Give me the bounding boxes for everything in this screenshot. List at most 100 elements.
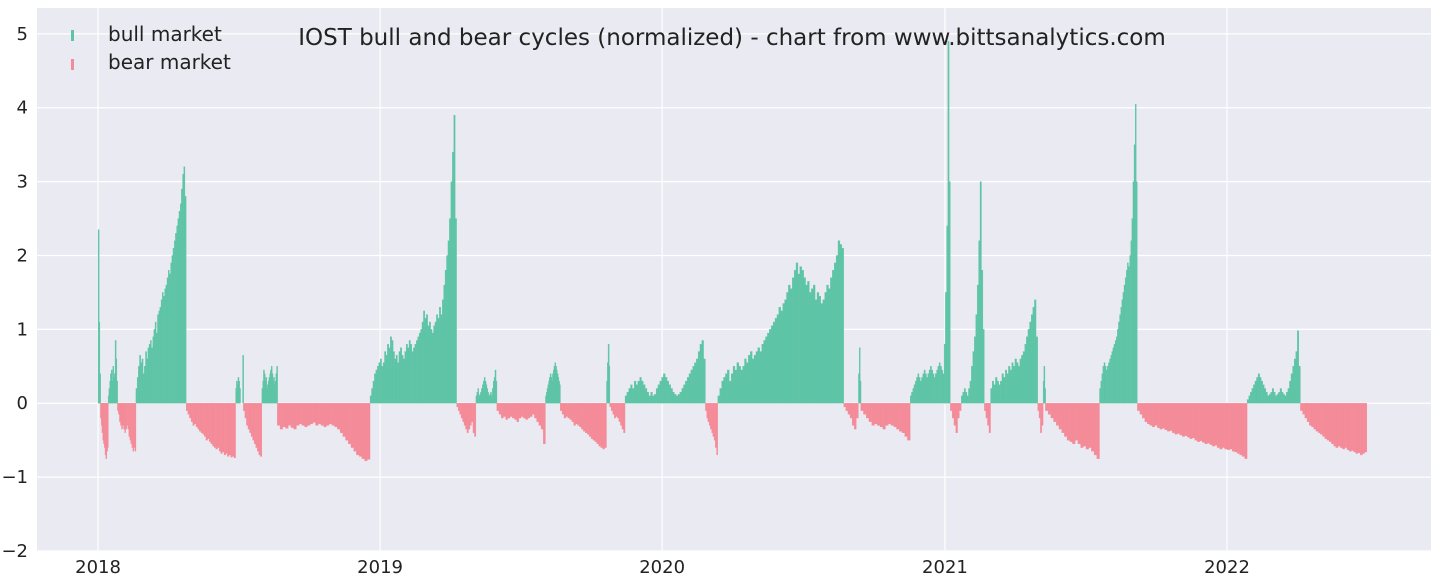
bar-bull-market: [996, 380, 999, 404]
bar-bull-market: [1008, 366, 1011, 404]
bar-bull-market: [159, 307, 162, 404]
bar-bear-market: [899, 403, 903, 432]
bar-bull-market: [763, 340, 766, 404]
bar-bear-market: [527, 403, 531, 419]
bar-bull-market: [1019, 358, 1022, 404]
bar-bear-market: [247, 403, 250, 430]
bar-bull-market: [644, 388, 648, 404]
bar-bull-market: [1119, 314, 1121, 404]
y-tick-label: 0: [17, 393, 28, 414]
bar-bear-market: [901, 403, 905, 433]
bar-bear-market: [364, 403, 368, 462]
bar-bull-market: [790, 288, 793, 404]
bar-bull-market: [1267, 395, 1270, 404]
bar-bull-market: [824, 292, 827, 404]
bar-bear-market: [594, 403, 597, 442]
bar-bull-market: [841, 247, 844, 404]
bar-bull-market: [424, 318, 427, 404]
bar-bear-market: [705, 403, 707, 411]
bar-bull-market: [1124, 277, 1127, 404]
bar-bull-market: [913, 384, 916, 404]
bar-bear-market: [217, 403, 220, 448]
bar-bull-market: [742, 366, 745, 404]
bar-bear-market: [250, 403, 253, 437]
bar-bear-market: [984, 403, 987, 411]
bar-bear-market: [520, 403, 524, 417]
bar-bull-market: [1251, 388, 1254, 404]
bar-bull-market: [430, 329, 433, 404]
bar-bull-market: [922, 373, 925, 404]
bar-bull-market: [416, 340, 418, 404]
bar-bull-market: [1118, 321, 1120, 404]
bar-bear-market: [358, 403, 363, 457]
bar-bull-market: [912, 388, 915, 404]
bar-bull-market: [1027, 329, 1030, 404]
bar-bear-market: [561, 403, 565, 415]
bar-bull-market: [150, 340, 152, 404]
bar-bull-market: [835, 255, 839, 404]
bar-bull-market: [738, 366, 741, 404]
bar-bull-market: [637, 380, 640, 404]
bar-bull-market: [670, 388, 673, 404]
bar-bull-market: [837, 240, 841, 404]
bar-bull-market: [1127, 262, 1129, 404]
bar-bull-market: [946, 225, 949, 404]
bar-bull-market: [411, 351, 414, 404]
bar-bull-market: [382, 362, 385, 404]
bar-bear-market: [315, 403, 319, 426]
bar-bear-market: [342, 403, 346, 437]
bar-bear-market: [1340, 403, 1343, 448]
bar-bear-market: [1311, 403, 1314, 428]
bar-bear-market: [710, 403, 712, 430]
bar-bear-market: [577, 403, 580, 426]
bar-bear-market: [571, 403, 574, 422]
bar-bull-market: [661, 377, 664, 404]
bar-bear-market: [1309, 403, 1312, 426]
bar-bear-market: [612, 403, 615, 415]
bar-bull-market: [1133, 144, 1136, 404]
bar-bull-market: [628, 388, 631, 404]
bar-bull-market: [452, 151, 454, 404]
bar-bear-market: [1157, 403, 1160, 428]
bar-bull-market: [450, 181, 453, 404]
bar-bear-market: [1167, 403, 1170, 432]
bar-bear-market: [620, 403, 623, 426]
bar-bull-market: [447, 240, 450, 404]
bar-bear-market: [307, 403, 311, 426]
bar-bear-market: [1229, 403, 1233, 450]
bar-bear-market: [573, 403, 576, 426]
bar-bear-market: [222, 403, 225, 453]
bar-bull-market: [814, 299, 818, 404]
bar-bear-market: [1217, 403, 1220, 448]
bar-bull-market: [377, 366, 379, 404]
bar-bull-market: [1031, 314, 1033, 404]
bar-bull-market: [654, 394, 657, 404]
bar-bear-market: [326, 403, 330, 426]
bar-bull-market: [1102, 366, 1105, 404]
bar-bear-market: [1056, 403, 1060, 426]
bar-bull-market: [725, 373, 728, 404]
bar-bear-market: [598, 403, 601, 447]
bar-bull-market: [165, 284, 168, 404]
bar-bear-market: [460, 403, 463, 419]
bar-bull-market: [688, 373, 691, 404]
bar-bear-market: [1234, 403, 1238, 453]
bar-bear-market: [468, 403, 471, 430]
bar-bull-market: [158, 310, 160, 404]
bar-bear-market: [505, 403, 508, 420]
bar-bear-market: [1313, 403, 1317, 430]
bar-bull-market: [374, 373, 376, 404]
bar-bear-market: [334, 403, 338, 428]
bar-bull-market: [978, 240, 981, 404]
y-tick-label: −2: [1, 541, 28, 562]
bar-bear-market: [469, 403, 472, 426]
bar-bull-market: [1013, 366, 1016, 404]
bar-bear-market: [199, 403, 202, 432]
chart-title: IOST bull and bear cycles (normalized) -…: [298, 25, 1166, 51]
bar-bear-market: [600, 403, 603, 448]
bar-bear-market: [851, 403, 855, 426]
bar-bull-market: [1121, 299, 1124, 404]
bar-bull-market: [772, 321, 776, 404]
bar-bear-market: [1077, 403, 1081, 445]
bar-bull-market: [834, 262, 837, 404]
